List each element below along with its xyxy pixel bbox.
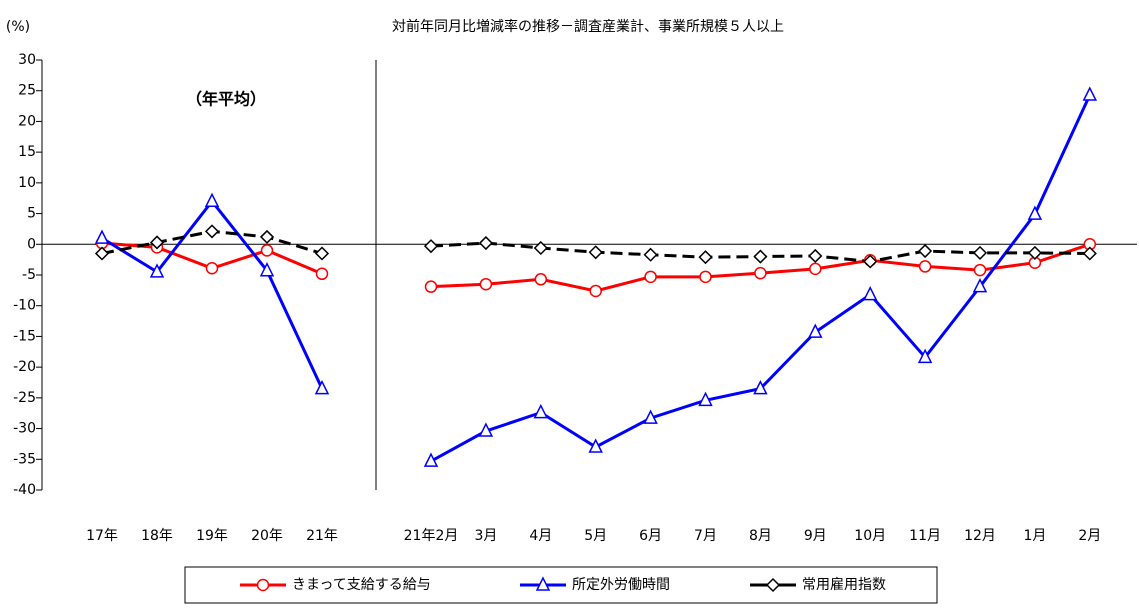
y-axis-label: (%): [6, 19, 30, 35]
legend-label: 所定外労働時間: [572, 577, 670, 593]
marker: [809, 262, 822, 276]
y-tick-label: -35: [13, 451, 36, 467]
marker: [314, 379, 330, 395]
marker: [808, 248, 823, 264]
legend-label: 常用雇用指数: [802, 576, 886, 593]
x-tick-label: 5月: [584, 528, 607, 544]
y-tick-label: 20: [18, 113, 36, 129]
marker: [699, 270, 712, 284]
marker: [314, 246, 330, 261]
marker: [643, 247, 658, 262]
x-tick-label: 4月: [529, 528, 552, 544]
x-tick-label: 9月: [804, 528, 827, 544]
marker: [204, 192, 220, 208]
marker: [589, 284, 602, 298]
x-tick-label: 1月: [1023, 528, 1046, 544]
marker: [423, 239, 439, 254]
marker: [808, 323, 823, 338]
x-tick-label: 18年: [141, 528, 173, 544]
x-tick-label: 12月: [964, 528, 996, 544]
x-tick-label: 7月: [694, 528, 717, 544]
y-tick-label: 15: [18, 144, 36, 160]
y-tick-label: 10: [18, 175, 36, 191]
marker: [478, 422, 494, 437]
marker: [698, 391, 713, 407]
marker: [423, 452, 439, 467]
marker: [94, 229, 110, 244]
marker: [1082, 86, 1098, 101]
marker: [533, 240, 548, 256]
marker: [94, 246, 110, 261]
x-tick-label: 8月: [749, 528, 772, 544]
marker: [260, 244, 274, 257]
marker: [424, 280, 438, 293]
x-tick-label: 21年2月: [404, 528, 459, 544]
y-tick-label: -25: [13, 390, 36, 406]
marker: [973, 263, 987, 277]
marker: [588, 438, 603, 453]
x-tick-label: 21年: [306, 528, 338, 544]
marker: [534, 273, 548, 286]
y-tick-label: -30: [13, 421, 36, 437]
marker: [588, 245, 603, 260]
legend-box: [184, 566, 938, 604]
x-tick-label: 11月: [909, 528, 941, 544]
x-tick-label: 10月: [854, 528, 886, 544]
marker: [479, 277, 493, 291]
y-tick-label: -15: [13, 328, 36, 344]
marker: [863, 254, 878, 269]
marker: [644, 270, 657, 284]
y-tick-label: 25: [18, 83, 36, 99]
y-tick-label: 0: [27, 236, 36, 252]
y-tick-label: -5: [22, 267, 36, 283]
y-tick-label: -40: [13, 482, 36, 498]
marker: [765, 577, 781, 593]
marker: [698, 250, 713, 265]
x-tick-label: 19年: [196, 528, 228, 544]
chart-title: 対前年同月比増減率の推移－調査産業計、事業所規模５人以上: [392, 18, 784, 35]
y-tick-label: 5: [27, 206, 36, 222]
marker: [535, 576, 551, 591]
marker: [205, 261, 219, 275]
marker: [862, 285, 878, 301]
marker: [533, 403, 549, 419]
y-tick-label: -20: [13, 359, 36, 375]
marker: [643, 409, 658, 424]
marker: [204, 224, 220, 239]
marker: [478, 235, 493, 251]
legend-label: きまって支給する給与: [292, 577, 431, 593]
marker: [1027, 205, 1043, 220]
x-tick-label: 17年: [86, 528, 118, 544]
marker: [918, 243, 933, 259]
y-tick-label: -10: [13, 298, 36, 314]
marker: [918, 260, 932, 273]
marker: [754, 266, 767, 280]
marker: [259, 229, 275, 244]
marker: [1082, 246, 1097, 261]
marker: [972, 277, 988, 293]
marker: [1027, 245, 1042, 260]
marker: [753, 249, 768, 264]
y-tick-label: 30: [18, 52, 36, 68]
marker: [256, 578, 270, 592]
marker: [259, 262, 275, 277]
marker: [149, 263, 165, 278]
marker: [917, 348, 933, 364]
x-tick-label: 6月: [639, 528, 662, 544]
x-tick-label: 2月: [1078, 528, 1101, 544]
marker: [149, 235, 165, 250]
marker: [972, 245, 988, 260]
x-tick-label: 20年: [251, 528, 283, 544]
annotation: （年平均）: [186, 90, 266, 109]
x-tick-label: 3月: [474, 528, 497, 544]
marker: [315, 267, 329, 281]
marker: [753, 379, 768, 395]
